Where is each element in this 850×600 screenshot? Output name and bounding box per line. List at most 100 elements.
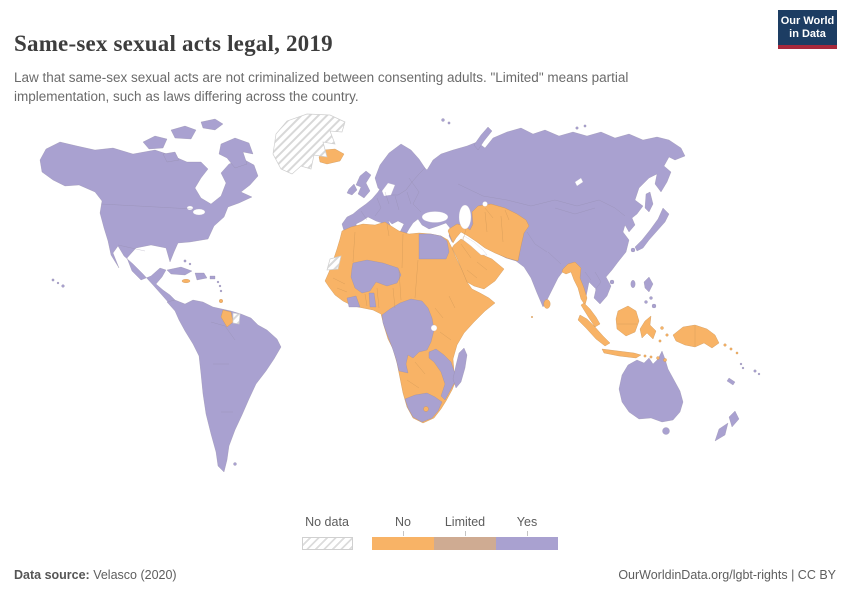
world-map-svg[interactable] [15, 112, 835, 508]
region-arctic-island-2[interactable] [170, 125, 197, 140]
region-vanuatu-2[interactable] [741, 366, 745, 370]
region-antilles-2[interactable] [218, 284, 222, 288]
border-north-africa [352, 223, 419, 301]
region-mali-niger[interactable] [350, 259, 402, 294]
owid-logo[interactable]: Our World in Data [778, 10, 837, 49]
region-lesser-sunda-1[interactable] [643, 354, 647, 358]
region-svalbard-2[interactable] [447, 121, 451, 125]
region-sakhalin[interactable] [644, 191, 654, 213]
legend-tick-no [403, 531, 404, 536]
region-philippine-island-2[interactable] [644, 300, 648, 304]
region-philippine-island-1[interactable] [649, 296, 653, 300]
region-bahamas-2[interactable] [188, 262, 192, 266]
region-australia[interactable] [618, 350, 684, 423]
owid-logo-line1: Our World [780, 14, 835, 27]
region-hispaniola[interactable] [194, 272, 208, 281]
region-mozambique-malawi[interactable] [428, 348, 458, 401]
region-moluccas-2[interactable] [665, 333, 669, 337]
legend-limited-label: Limited [444, 515, 486, 529]
region-hainan[interactable] [609, 279, 615, 285]
region-new-zealand-south[interactable] [714, 422, 729, 442]
region-south-america[interactable] [166, 299, 282, 473]
region-antilles-3[interactable] [219, 289, 223, 293]
region-lesser-sunda-2[interactable] [649, 355, 653, 359]
region-egypt[interactable] [418, 233, 450, 260]
region-tasmania[interactable] [662, 427, 670, 435]
region-benin-togo[interactable] [368, 292, 377, 308]
border-russia-kazakhstan [457, 183, 626, 217]
region-cuba[interactable] [166, 266, 193, 276]
region-south-africa[interactable] [404, 392, 443, 423]
region-solomons-2[interactable] [729, 347, 733, 351]
region-jamaica[interactable] [181, 278, 191, 284]
region-madagascar[interactable] [452, 347, 468, 389]
region-hawaii-3[interactable] [61, 284, 65, 288]
legend-no-swatch[interactable] [372, 537, 434, 550]
region-arctic-island-3[interactable] [200, 118, 224, 131]
region-japan[interactable] [634, 207, 670, 252]
region-new-guinea[interactable] [672, 324, 720, 349]
region-suriname-nodata[interactable] [232, 312, 241, 325]
region-western-sahara-nodata[interactable] [326, 255, 342, 271]
region-arctic-island-4[interactable] [162, 151, 180, 163]
region-svalbard-1[interactable] [441, 118, 445, 122]
region-ireland[interactable] [346, 183, 358, 196]
border-us-canada [100, 203, 194, 210]
legend-limited-swatch[interactable] [434, 537, 496, 550]
region-fiji-1[interactable] [753, 369, 757, 373]
region-arctic-island-1[interactable] [142, 135, 168, 150]
legend-tick-yes [527, 531, 528, 536]
region-new-zealand-north[interactable] [728, 410, 740, 428]
region-luzon-philippines[interactable] [643, 276, 654, 293]
region-bahamas-1[interactable] [183, 259, 187, 263]
region-novaya-zemlya[interactable] [473, 126, 493, 151]
region-puerto-rico[interactable] [209, 275, 216, 280]
region-trinidad[interactable] [218, 298, 224, 304]
region-lesotho[interactable] [423, 406, 429, 412]
region-great-britain[interactable] [355, 170, 372, 199]
legend-no-data-swatch[interactable] [302, 537, 353, 550]
region-falklands[interactable] [233, 462, 237, 466]
region-timor[interactable] [663, 358, 667, 362]
region-lesser-sunda-3[interactable] [656, 356, 660, 360]
region-fiji-2[interactable] [757, 372, 761, 376]
region-hawaii-2[interactable] [56, 281, 60, 285]
region-guyana[interactable] [220, 309, 234, 328]
region-kyushu[interactable] [630, 247, 636, 253]
data-source-value: Velasco (2020) [89, 568, 177, 582]
region-greenland-nodata[interactable] [272, 113, 346, 175]
region-hawaii-1[interactable] [51, 278, 55, 282]
region-solomons-3[interactable] [735, 351, 739, 355]
region-baffin-island[interactable] [218, 137, 254, 169]
region-new-siberian-1[interactable] [575, 126, 579, 130]
world-choropleth-map[interactable] [15, 112, 835, 508]
region-scandinavia[interactable] [374, 143, 426, 196]
region-borneo[interactable] [615, 305, 640, 337]
region-north-america[interactable] [39, 141, 259, 303]
region-moluccas-1[interactable] [660, 326, 664, 330]
region-vanuatu-1[interactable] [739, 362, 743, 366]
region-taiwan[interactable] [630, 279, 636, 289]
region-central-africa[interactable] [381, 298, 435, 374]
legend-yes-swatch[interactable] [496, 537, 558, 550]
page-subtitle: Law that same-sex sexual acts are not cr… [14, 69, 629, 105]
region-sumatra[interactable] [577, 314, 611, 347]
region-sri-lanka[interactable] [543, 299, 551, 309]
great-lakes-2 [186, 205, 194, 211]
border-us-mexico [117, 244, 146, 252]
border-europe [360, 177, 422, 221]
region-maldives[interactable] [530, 315, 534, 319]
region-antilles-1[interactable] [216, 280, 220, 284]
region-moluccas-3[interactable] [658, 339, 662, 343]
region-sulawesi[interactable] [639, 315, 657, 340]
border-indonesia [617, 323, 696, 346]
region-middle-east-central-asia[interactable] [447, 203, 530, 262]
region-ivory-coast[interactable] [346, 295, 361, 308]
region-new-siberian-2[interactable] [583, 124, 587, 128]
attribution-link[interactable]: OurWorldinData.org/lgbt-rights | CC BY [618, 568, 836, 582]
region-java[interactable] [601, 348, 642, 359]
region-solomons-1[interactable] [723, 343, 727, 347]
region-new-caledonia[interactable] [726, 377, 736, 386]
region-mindanao[interactable] [651, 303, 657, 309]
